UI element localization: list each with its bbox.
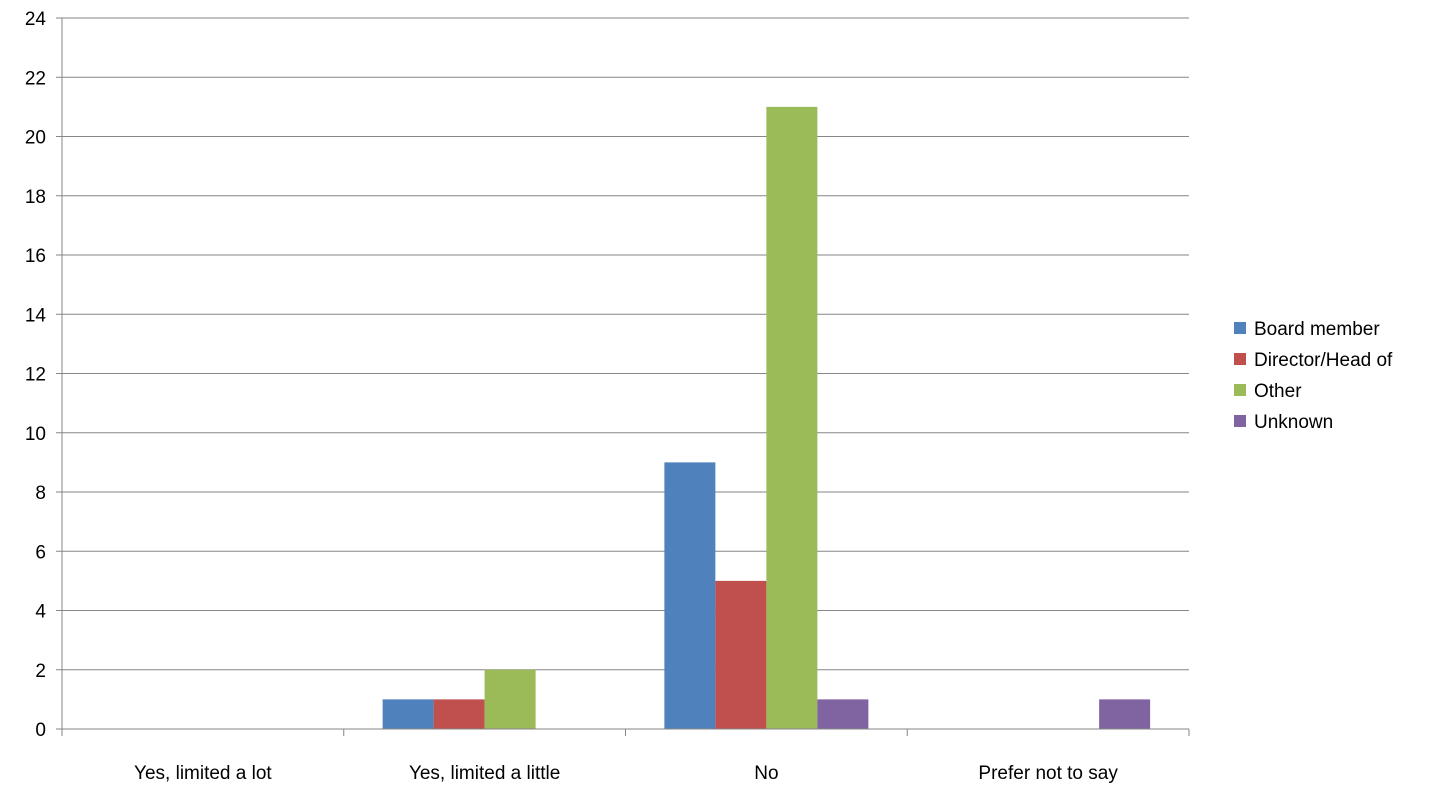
legend-label: Director/Head of — [1254, 350, 1393, 371]
y-tick-label: 20 — [25, 128, 46, 149]
x-tick-label: Yes, limited a lot — [134, 763, 272, 784]
legend-label: Unknown — [1254, 412, 1333, 433]
y-tick-label: 22 — [25, 68, 46, 89]
y-tick-label: 18 — [25, 187, 46, 208]
y-tick-label: 12 — [25, 365, 46, 386]
bar-board-member-1 — [382, 699, 434, 729]
y-tick-label: 4 — [35, 602, 46, 623]
bar-other-2 — [766, 106, 818, 729]
x-tick-label: No — [754, 763, 778, 784]
x-tick-label: Yes, limited a little — [409, 763, 560, 784]
legend-swatch — [1234, 415, 1246, 427]
y-tick-label: 24 — [25, 9, 47, 30]
legend-label: Other — [1254, 381, 1302, 402]
y-tick-label: 0 — [35, 720, 46, 741]
legend-swatch — [1234, 322, 1246, 334]
bars — [382, 106, 1151, 729]
legend-swatch — [1234, 353, 1246, 365]
y-tick-label: 8 — [35, 483, 46, 504]
y-tick-label: 2 — [35, 661, 46, 682]
y-tick-label: 14 — [25, 305, 47, 326]
bar-unknown-3 — [1099, 699, 1151, 729]
y-tick-label: 6 — [35, 542, 46, 563]
bar-board-member-2 — [664, 462, 716, 729]
legend-swatch — [1234, 384, 1246, 396]
bar-director-head-of-1 — [433, 699, 485, 729]
y-tick-label: 10 — [25, 424, 46, 445]
y-tick-label: 16 — [25, 246, 46, 267]
bar-other-1 — [484, 669, 536, 729]
gridlines — [62, 17, 1189, 671]
x-axis-ticks: Yes, limited a lot Yes, limited a little N… — [61, 729, 1190, 784]
bar-unknown-2 — [817, 699, 869, 729]
legend: Board member Director/Head of Other Unknown — [1234, 319, 1393, 433]
x-tick-label: Prefer not to say — [978, 763, 1118, 784]
bar-director-head-of-2 — [715, 580, 767, 729]
legend-label: Board member — [1254, 319, 1380, 340]
